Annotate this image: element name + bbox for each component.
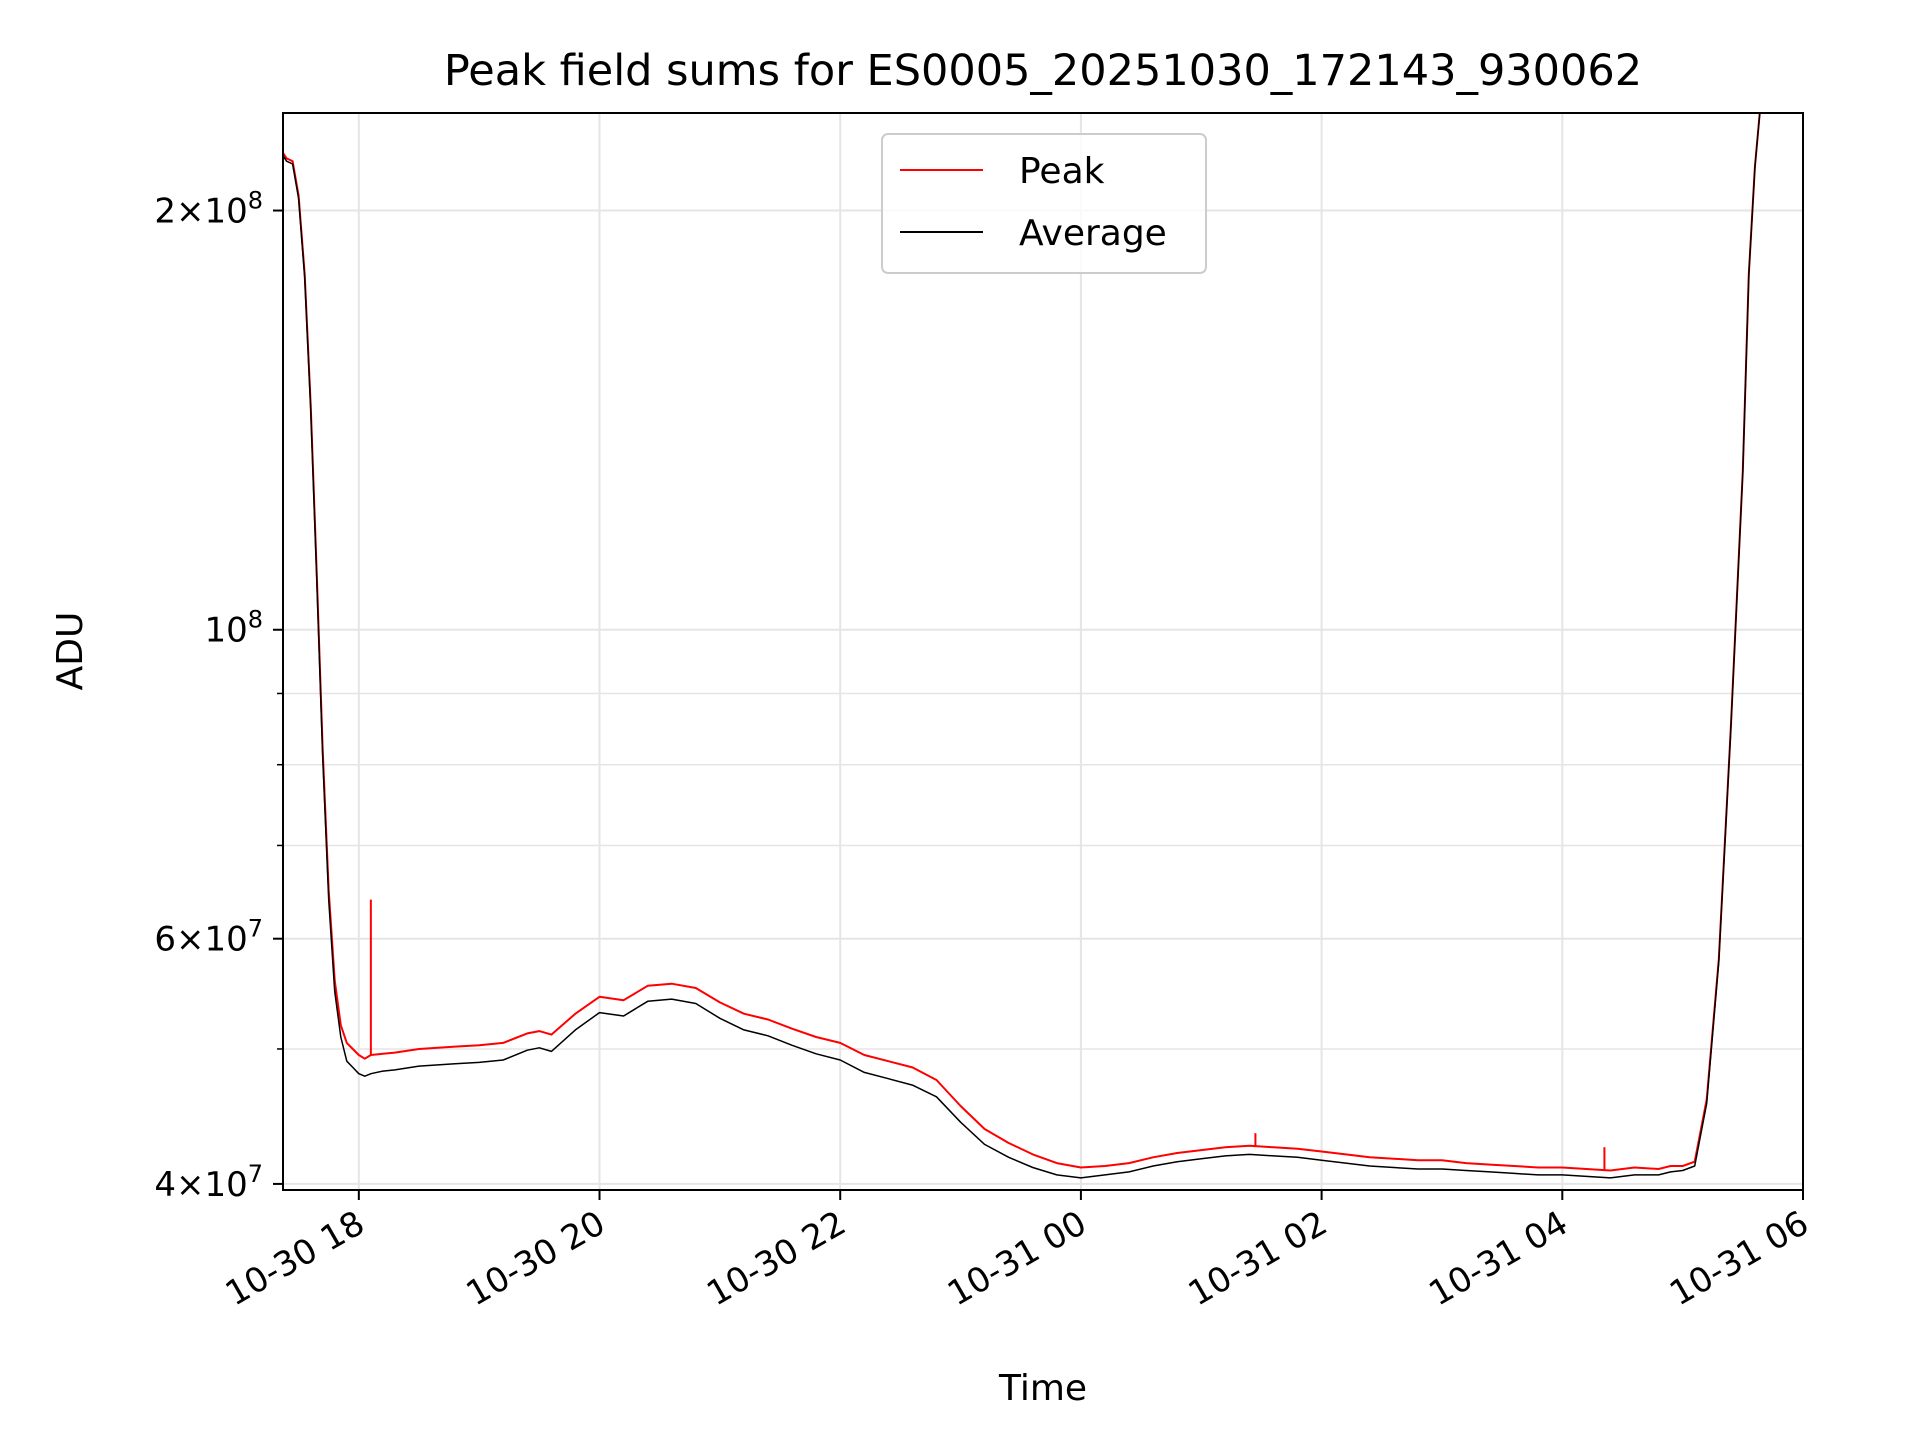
legend-peak-label: Peak <box>1019 151 1105 192</box>
y-axis: 4×107 6×107 108 2×108 <box>154 187 283 1205</box>
series-group <box>283 113 1761 1179</box>
y-tick-label: 4×107 <box>154 1160 263 1205</box>
x-axis-label: Time <box>998 1368 1087 1409</box>
y-tick-label: 2×108 <box>154 187 263 232</box>
y-tick-label: 108 <box>204 606 263 651</box>
legend-average-label: Average <box>1019 213 1167 254</box>
y-axis-label: ADU <box>50 612 91 691</box>
legend: Peak Average <box>881 133 1207 274</box>
legend-box <box>881 133 1207 274</box>
chart-title: Peak field sums for ES0005_20251030_1721… <box>444 46 1642 96</box>
y-tick-label: 6×107 <box>154 915 263 960</box>
plot-frame <box>282 112 1804 1191</box>
